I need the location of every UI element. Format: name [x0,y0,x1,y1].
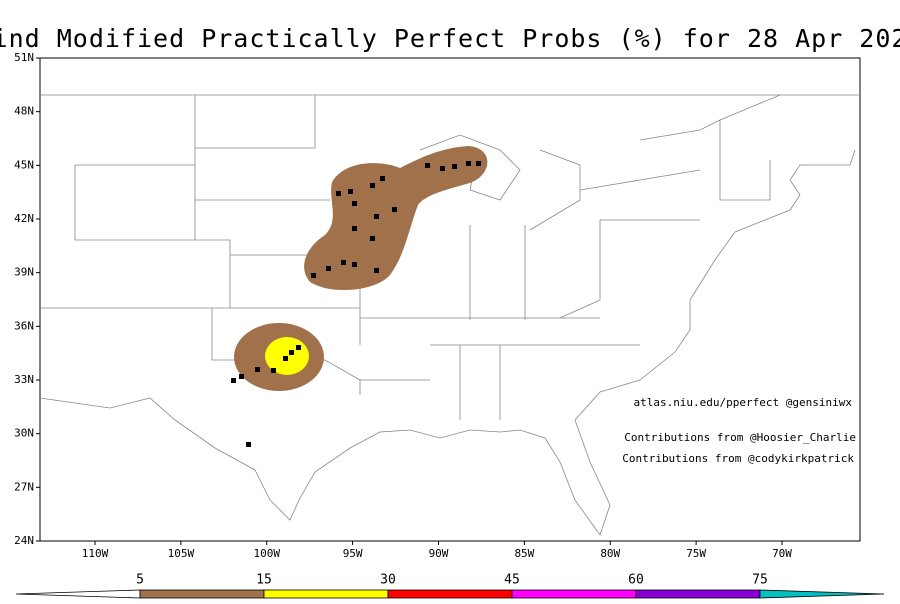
colorbar: 5 15 30 45 60 75 [15,573,885,599]
colorbar-label: 15 [256,573,272,588]
lat-label: 48N [14,105,34,118]
lon-label: 100W [254,547,281,560]
credit: Contributions from @codykirkpatrick [622,452,854,465]
colorbar-label: 30 [380,573,396,588]
lon-label: 80W [600,547,620,560]
lat-label: 27N [14,480,34,493]
axes: 24N 27N 30N 33N 36N 39N 42N 45N 48N 51N 110W 105W 10… [14,51,792,560]
lon-label: 75W [686,547,706,560]
reports [231,161,481,447]
lon-label: 95W [343,547,363,560]
lon-label: 110W [82,547,109,560]
lat-label: 30N [14,427,34,440]
lat-label: 39N [14,266,34,279]
lat-label: 45N [14,158,34,171]
title: Wind Modified Practically Perfect Probs … [0,24,900,53]
colorbar-segment [263,589,389,599]
lat-label: 36N [14,319,34,332]
colorbar-segment [511,589,637,599]
colorbar-low [15,589,141,599]
lat-label: 51N [14,51,34,64]
lon-label: 70W [772,547,792,560]
lon-label: 85W [514,547,534,560]
lat-label: 42N [14,212,34,225]
colorbar-segment [139,589,265,599]
credit: Contributions from @Hoosier_Charlie [624,431,856,444]
lon-label: 105W [168,547,195,560]
lon-label: 90W [429,547,449,560]
colorbar-high [759,589,885,599]
credit: atlas.niu.edu/pperfect @gensiniwx [633,396,852,409]
colorbar-label: 75 [752,573,768,588]
colorbar-label: 45 [504,573,520,588]
colorbar-segment [635,589,761,599]
lat-label: 33N [14,373,34,386]
colorbar-label: 60 [628,573,644,588]
prob-area [304,146,488,291]
colorbar-label: 5 [136,573,144,588]
map-frame [39,57,861,542]
colorbar-segment [387,589,513,599]
borders [39,94,860,536]
lat-label: 24N [14,534,34,547]
